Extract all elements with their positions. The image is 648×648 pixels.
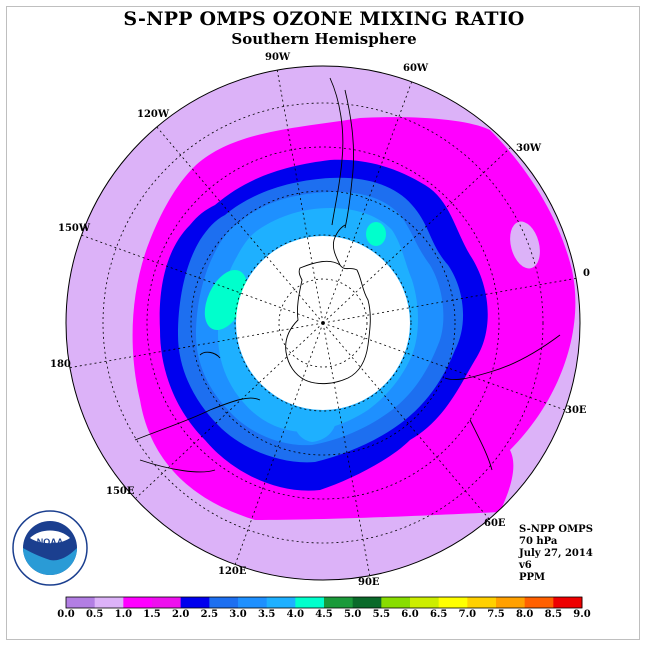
map-subtitle: Southern Hemisphere	[231, 30, 417, 48]
colorbar-tick-label: 3.0	[229, 609, 247, 620]
colorbar-tick-label: 2.5	[200, 609, 219, 620]
lon-label-150w: 150W	[58, 223, 91, 234]
south-america-coast	[329, 77, 355, 229]
globe-border	[65, 65, 581, 581]
colorbar-tick-label: 0.0	[57, 609, 75, 620]
colorbar-tick-label: 6.5	[429, 609, 448, 620]
colorbar-tick-label: 3.5	[257, 609, 276, 620]
africa-coast	[444, 334, 561, 381]
map-title: S-NPP OMPS OZONE MIXING RATIO	[123, 8, 525, 30]
lon-label-90w: 90W	[265, 52, 291, 63]
colorbar-tick-label: 5.0	[343, 609, 362, 620]
colorbar-tick-label: 8.0	[515, 609, 534, 620]
info-level: 70 hPa	[519, 536, 558, 547]
colorbar-tick-label: 9.0	[573, 609, 591, 620]
pole-marker	[321, 321, 325, 325]
colorbar-tick-label: 5.5	[372, 609, 391, 620]
africa-east	[469, 419, 493, 471]
lon-label-90e: 90E	[358, 577, 380, 588]
australia-coast	[134, 397, 261, 473]
lon-label-30e: 30E	[565, 405, 587, 416]
colorbar-tick-label: 4.0	[286, 609, 305, 620]
info-date: July 27, 2014	[519, 548, 593, 559]
info-block: S-NPP OMPS 70 hPa July 27, 2014 v6 PPM	[519, 524, 593, 584]
lon-label-60w: 60W	[403, 63, 429, 74]
lon-label-150e: 150E	[106, 486, 135, 497]
plot-frame	[6, 6, 640, 640]
antarctica-coast	[285, 260, 371, 385]
contour-3-5-b	[366, 222, 386, 246]
colorbar-tick-label: 6.0	[401, 609, 419, 620]
colorbar-tick-label: 0.5	[85, 609, 104, 620]
graticule	[67, 68, 579, 578]
colorbar-tick-label: 7.5	[487, 609, 505, 620]
info-version: v6	[519, 560, 532, 571]
colorbar-tick-label: 4.5	[315, 609, 333, 620]
colorbar-tick-label: 1.0	[114, 609, 133, 620]
new-zealand	[199, 351, 221, 359]
lon-label-120e: 120E	[218, 566, 247, 577]
colorbar-tick-label: 1.5	[143, 609, 161, 620]
lon-label-120w: 120W	[137, 109, 170, 120]
colorbar-tick-label: 8.5	[544, 609, 563, 620]
info-units: PPM	[519, 572, 546, 583]
lavender-patch	[510, 221, 540, 269]
colorbar-tick-label: 2.0	[171, 609, 190, 620]
lon-label-180: 180	[50, 359, 71, 370]
contour-3-0-c	[293, 401, 337, 442]
antarctic-peninsula	[332, 224, 346, 266]
lon-label-60e: 60E	[484, 518, 506, 529]
coastlines	[134, 77, 561, 473]
colorbar-tick-label: 7.0	[458, 609, 477, 620]
lon-label-30w: 30W	[516, 143, 542, 154]
lon-label-0: 0	[583, 268, 590, 279]
info-instrument: S-NPP OMPS	[519, 524, 593, 535]
